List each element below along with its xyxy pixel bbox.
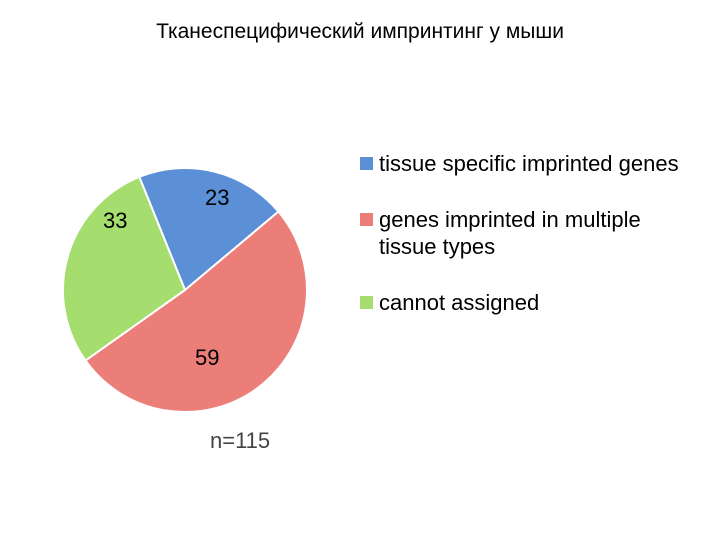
figure: Тканеспецифический импринтинг у мыши 23 5…	[0, 0, 720, 540]
pie-slice-value: 59	[195, 345, 219, 371]
legend-swatch	[360, 157, 373, 170]
legend-label: cannot assigned	[379, 289, 539, 317]
legend-label: tissue specific imprinted genes	[379, 150, 679, 178]
pie-slice-value: 23	[205, 185, 229, 211]
legend-item: tissue specific imprinted genes	[360, 150, 700, 178]
pie-chart: 23 59 33	[55, 160, 315, 420]
sample-size-label: n=115	[210, 428, 270, 454]
legend: tissue specific imprinted genes genes imp…	[360, 150, 700, 344]
legend-item: genes imprinted in multiple tissue types	[360, 206, 700, 261]
legend-swatch	[360, 213, 373, 226]
pie-svg	[55, 160, 315, 420]
legend-label: genes imprinted in multiple tissue types	[379, 206, 700, 261]
pie-slice-value: 33	[103, 208, 127, 234]
legend-item: cannot assigned	[360, 289, 700, 317]
legend-swatch	[360, 296, 373, 309]
chart-title: Тканеспецифический импринтинг у мыши	[0, 20, 720, 44]
